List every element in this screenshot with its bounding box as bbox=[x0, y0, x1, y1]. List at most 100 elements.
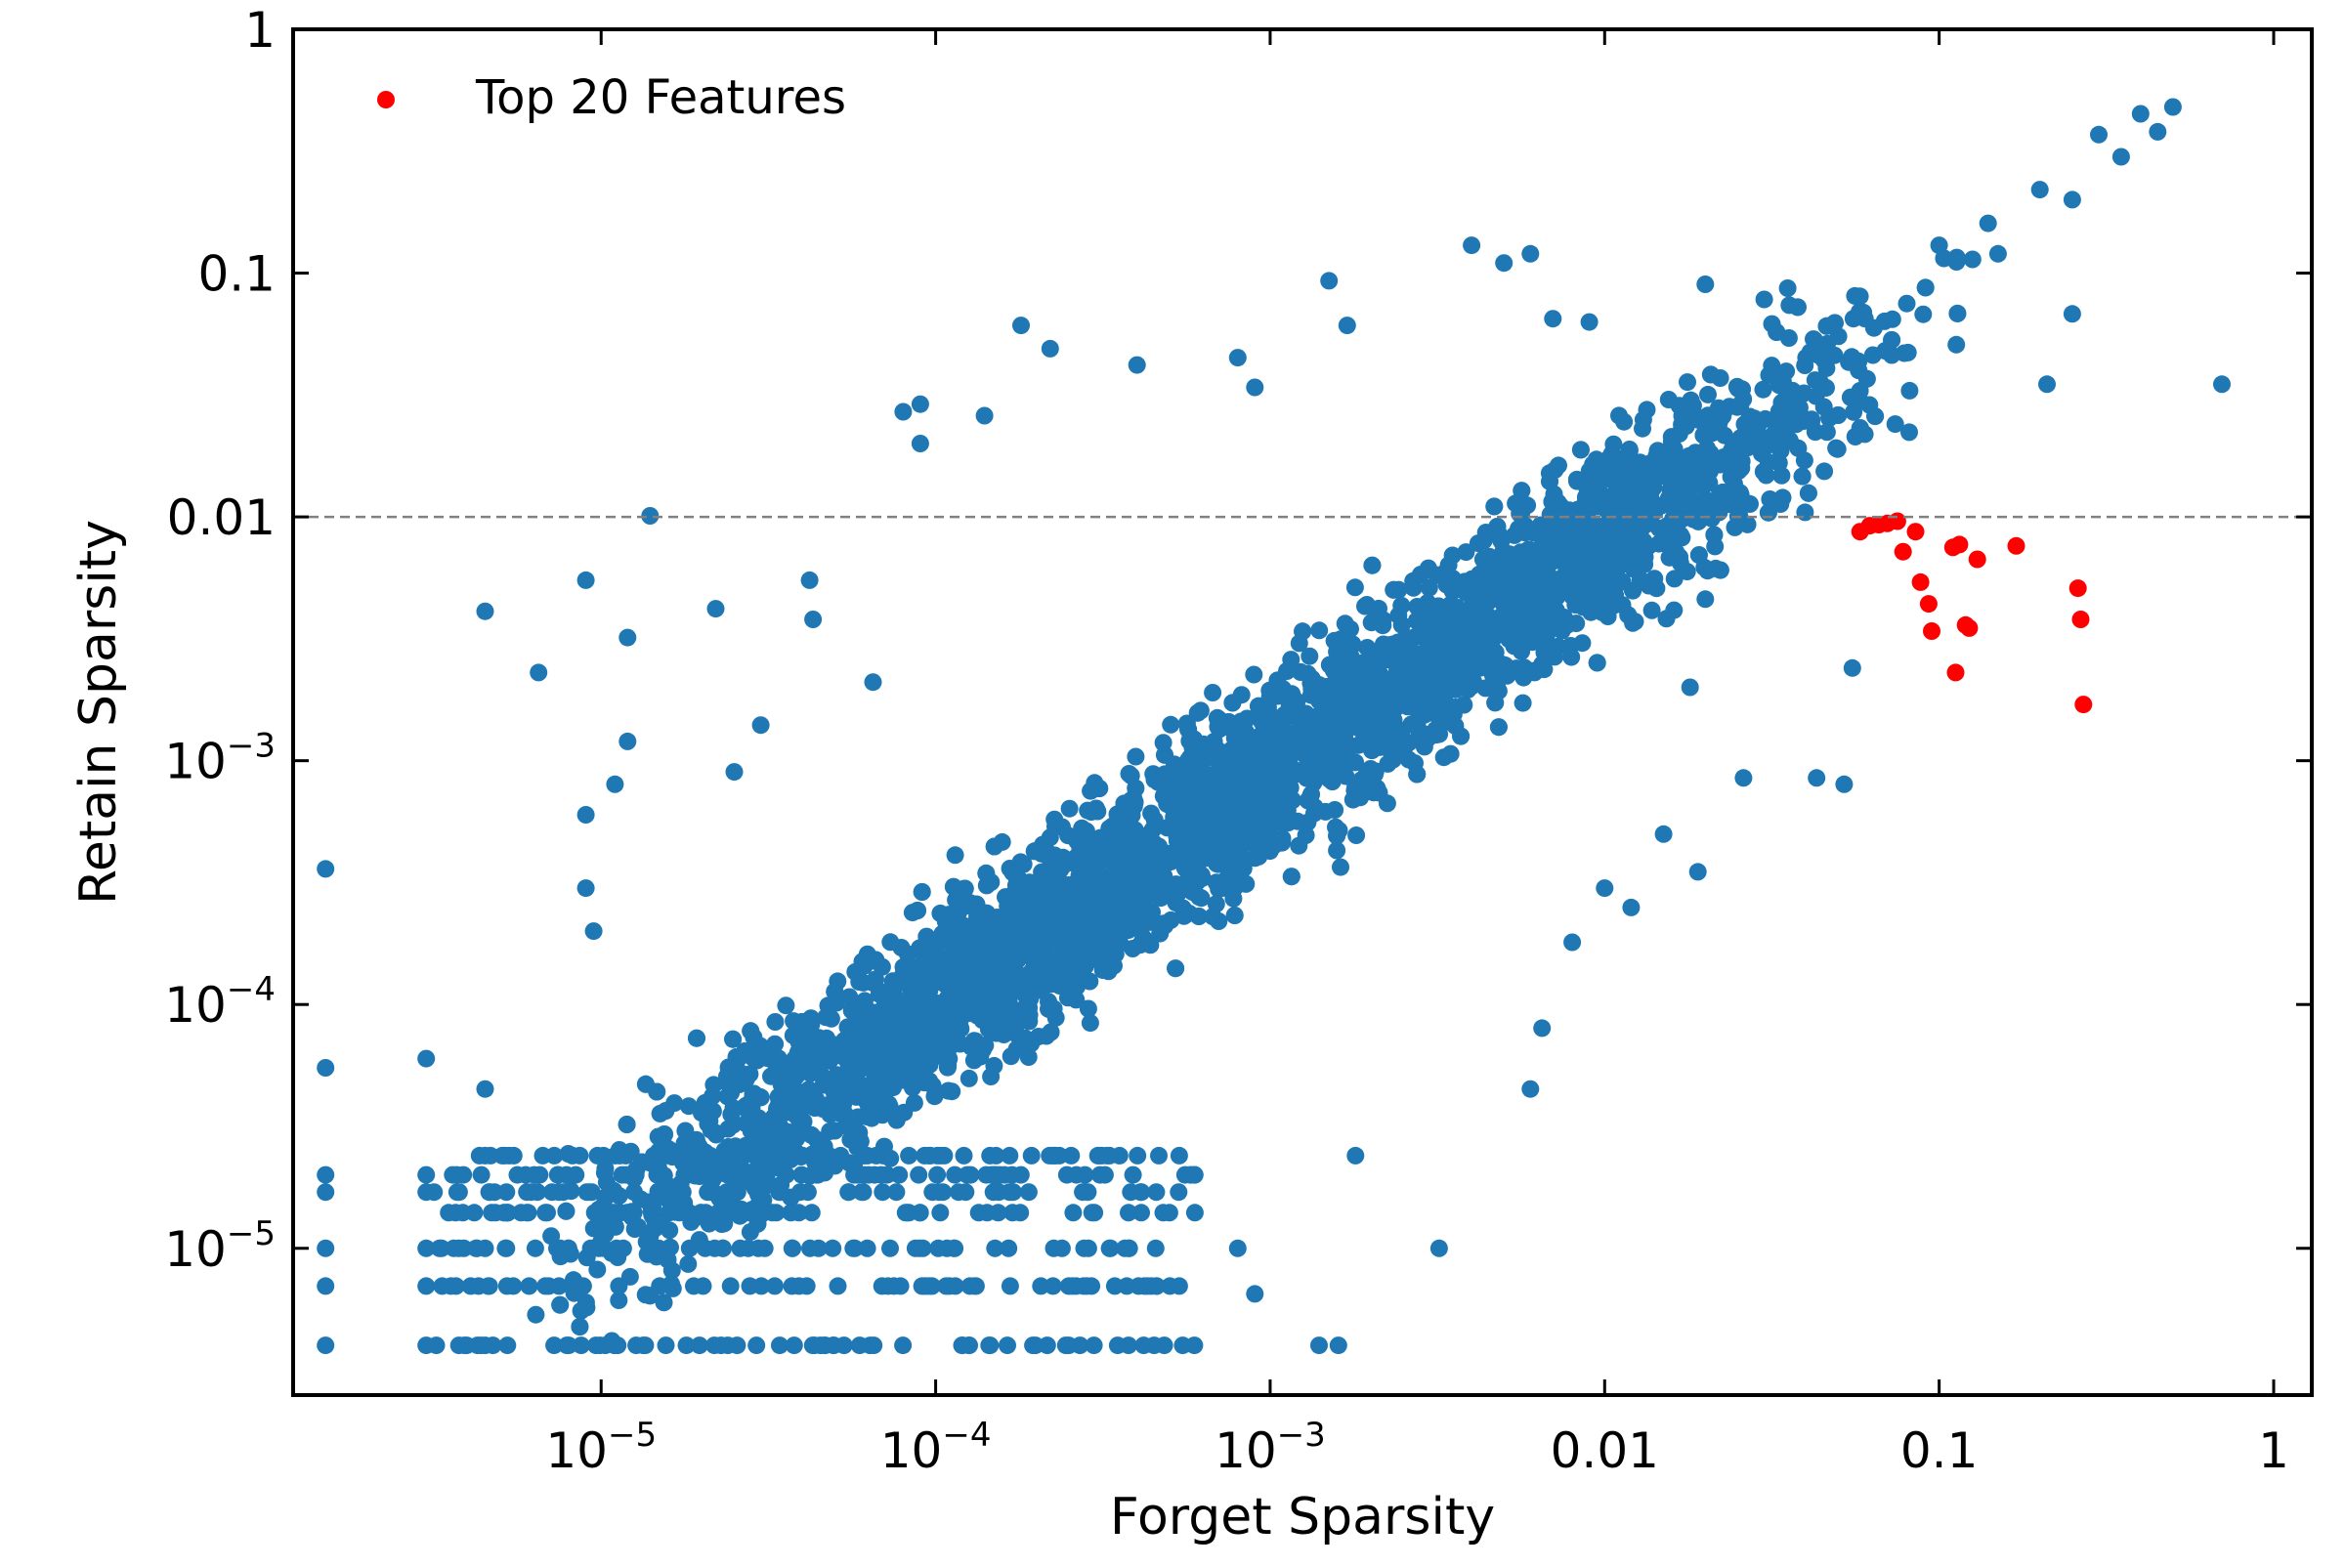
data-point bbox=[1118, 1277, 1136, 1295]
data-point bbox=[1634, 518, 1651, 536]
data-point bbox=[910, 1165, 928, 1184]
data-point bbox=[1761, 436, 1778, 454]
data-point bbox=[1098, 1146, 1116, 1165]
data-point bbox=[860, 1038, 877, 1056]
data-point bbox=[858, 1239, 876, 1257]
data-point bbox=[1452, 727, 1471, 745]
data-point bbox=[824, 1239, 842, 1257]
data-point bbox=[417, 1049, 436, 1068]
data-point bbox=[530, 663, 548, 682]
data-point bbox=[900, 1051, 917, 1070]
data-point bbox=[724, 1030, 743, 1048]
data-point bbox=[1541, 576, 1559, 595]
data-point bbox=[1086, 1204, 1104, 1222]
data-point bbox=[872, 1165, 890, 1184]
data-point bbox=[1512, 505, 1530, 524]
data-point bbox=[839, 1183, 858, 1202]
data-point bbox=[1095, 1165, 1114, 1184]
data-point bbox=[1459, 680, 1477, 699]
data-point bbox=[683, 1165, 702, 1184]
data-point bbox=[1093, 960, 1112, 979]
data-point bbox=[494, 1204, 513, 1222]
data-point bbox=[1734, 769, 1753, 787]
data-point bbox=[634, 1336, 653, 1355]
data-point bbox=[1137, 880, 1156, 899]
top-feature-point bbox=[1943, 538, 1962, 557]
data-point bbox=[677, 1336, 696, 1355]
data-point bbox=[527, 1305, 545, 1324]
data-point bbox=[850, 973, 869, 992]
data-point bbox=[874, 1183, 892, 1202]
data-point bbox=[1476, 524, 1495, 542]
data-point bbox=[1463, 236, 1481, 255]
data-point bbox=[1332, 858, 1349, 876]
data-point bbox=[1155, 1336, 1173, 1355]
data-point bbox=[714, 1239, 732, 1257]
data-point bbox=[2149, 122, 2167, 141]
data-point bbox=[891, 1277, 910, 1295]
data-point bbox=[1835, 775, 1854, 793]
data-point bbox=[557, 1202, 576, 1220]
data-point bbox=[1281, 767, 1300, 785]
data-point bbox=[596, 1188, 615, 1207]
data-point bbox=[878, 1277, 897, 1295]
data-point bbox=[880, 1097, 899, 1116]
data-point bbox=[938, 1058, 957, 1077]
x-axis-title: Forget Sparsity bbox=[1110, 1488, 1495, 1547]
data-point bbox=[1073, 819, 1091, 837]
data-point bbox=[1374, 616, 1392, 635]
top-feature-point bbox=[2071, 611, 2090, 628]
data-point bbox=[1428, 566, 1446, 584]
data-point bbox=[1128, 356, 1146, 374]
data-point bbox=[655, 1293, 673, 1312]
data-point bbox=[317, 1059, 335, 1077]
data-point bbox=[1162, 715, 1180, 734]
x-tick-label: 10−4 bbox=[880, 1416, 992, 1479]
data-point bbox=[1655, 519, 1674, 536]
data-point bbox=[1485, 497, 1504, 516]
data-point bbox=[1172, 875, 1191, 894]
data-point bbox=[548, 1239, 566, 1257]
data-point bbox=[1060, 799, 1079, 818]
data-point bbox=[1109, 879, 1128, 898]
data-point bbox=[913, 883, 931, 901]
data-point bbox=[1140, 912, 1159, 931]
data-point bbox=[809, 1165, 827, 1184]
data-point bbox=[1441, 575, 1460, 594]
data-point bbox=[1345, 578, 1364, 597]
data-point bbox=[580, 1183, 599, 1202]
data-point bbox=[572, 1301, 590, 1320]
data-point bbox=[1294, 622, 1312, 641]
data-point bbox=[769, 1087, 788, 1106]
data-point bbox=[1778, 279, 1797, 297]
data-point bbox=[317, 1277, 335, 1295]
data-point bbox=[1349, 719, 1368, 737]
data-point bbox=[1699, 385, 1717, 403]
data-point bbox=[1061, 876, 1080, 895]
data-point bbox=[1780, 431, 1799, 449]
data-point bbox=[1257, 770, 1275, 788]
data-point bbox=[605, 1336, 623, 1355]
data-point bbox=[1000, 1239, 1018, 1257]
data-point bbox=[1078, 868, 1096, 886]
data-point bbox=[651, 1277, 669, 1295]
data-point bbox=[472, 1165, 490, 1184]
data-point bbox=[802, 1125, 821, 1144]
data-point bbox=[512, 1204, 531, 1222]
data-point bbox=[1046, 818, 1064, 836]
data-point bbox=[1004, 1183, 1022, 1202]
data-point bbox=[1045, 1146, 1063, 1165]
data-point bbox=[317, 1183, 335, 1202]
data-point bbox=[785, 1336, 803, 1355]
data-point bbox=[1032, 960, 1050, 979]
data-point bbox=[1701, 365, 1720, 384]
data-point bbox=[608, 1239, 626, 1257]
data-point bbox=[1509, 583, 1527, 602]
data-point bbox=[1796, 503, 1814, 522]
data-point bbox=[1122, 901, 1140, 918]
data-point bbox=[946, 846, 964, 865]
data-point bbox=[660, 1204, 678, 1222]
data-point bbox=[461, 1277, 480, 1295]
data-point bbox=[696, 1239, 714, 1257]
